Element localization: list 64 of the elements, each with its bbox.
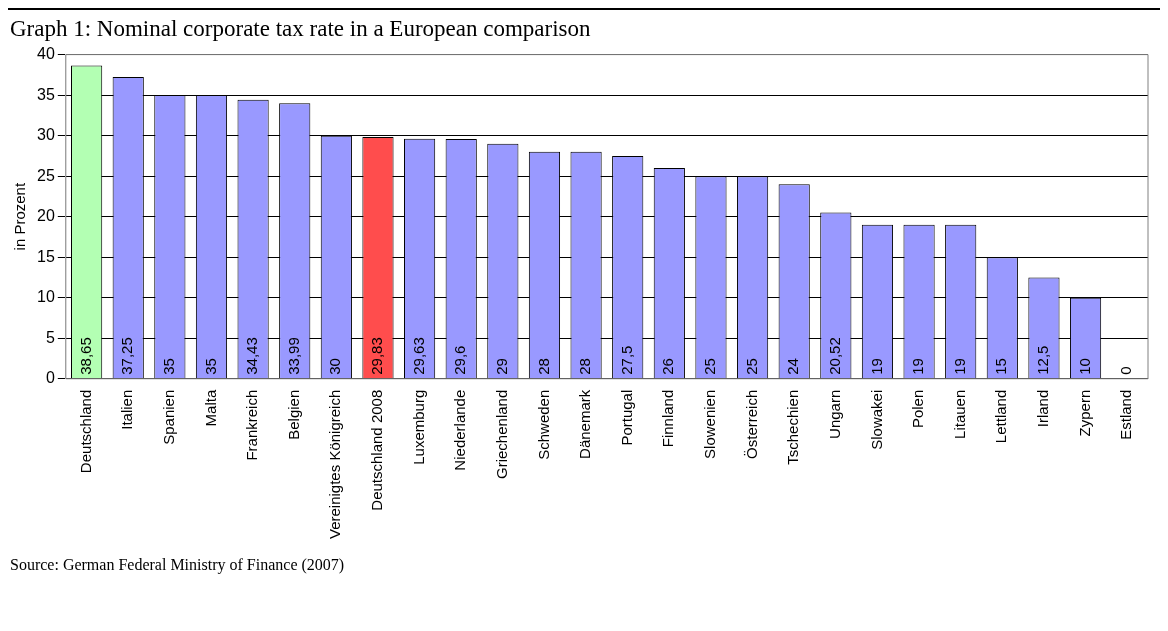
- data-label: 29,63: [409, 337, 427, 375]
- data-label: 12,5: [1034, 345, 1052, 375]
- x-tick-label: Portugal: [617, 389, 635, 446]
- source-note: Source: German Federal Ministry of Finance (2007): [9, 555, 346, 574]
- y-tick-label: 35: [37, 85, 55, 103]
- x-tick-label: Niederlande: [451, 389, 469, 471]
- x-tick-label: Italien: [118, 389, 136, 430]
- y-tick-label: 5: [45, 328, 55, 346]
- data-label: 29,83: [368, 337, 386, 375]
- y-tick-label: 40: [37, 45, 55, 63]
- data-label: 38,65: [76, 337, 94, 375]
- data-label: 35: [201, 358, 219, 375]
- x-tick-label: Vereinigtes Königreich: [326, 389, 344, 540]
- data-label: 0: [1117, 366, 1135, 375]
- data-label: 28: [576, 358, 594, 375]
- data-label: 33,99: [284, 337, 302, 375]
- data-label: 26: [659, 358, 677, 375]
- data-label: 25: [742, 358, 760, 375]
- x-tick-label: Estland: [1117, 389, 1135, 440]
- x-tick-label: Österreich: [742, 389, 760, 459]
- data-label: 37,25: [118, 337, 136, 375]
- data-label: 25: [701, 358, 719, 375]
- x-tick-label: Zypern: [1075, 389, 1093, 437]
- x-tick-label: Litauen: [950, 389, 968, 439]
- x-tick-label: Ungarn: [825, 389, 843, 439]
- data-label: 27,5: [617, 345, 635, 375]
- y-tick-label: 20: [37, 207, 55, 225]
- x-tick-label: Deutschland: [76, 389, 94, 474]
- x-tick-label: Slowenien: [701, 389, 719, 459]
- data-label: 34,43: [243, 337, 261, 375]
- data-label: 19: [867, 358, 885, 375]
- x-tick-label: Dänemark: [576, 389, 594, 459]
- data-label: 30: [326, 358, 344, 375]
- x-tick-label: Belgien: [284, 389, 302, 440]
- x-tick-label: Luxemburg: [409, 389, 427, 465]
- x-tick-label: Malta: [201, 389, 219, 427]
- x-tick-label: Griechenland: [492, 389, 510, 479]
- data-label: 29,6: [451, 345, 469, 375]
- data-label: 28: [534, 358, 552, 375]
- data-label: 19: [950, 358, 968, 375]
- y-tick-label: 30: [37, 126, 55, 144]
- x-tick-label: Deutschland 2008: [368, 389, 386, 511]
- y-tick-label: 10: [37, 288, 55, 306]
- x-tick-label: Tschechien: [784, 389, 802, 465]
- chart-title: Graph 1: Nominal corporate tax rate in a European comparison: [9, 15, 592, 42]
- data-label: 20,52: [825, 337, 843, 375]
- x-tick-label: Spanien: [160, 389, 177, 445]
- data-label: 35: [160, 358, 177, 375]
- y-tick-label: 15: [37, 247, 55, 265]
- x-tick-label: Polen: [909, 389, 927, 429]
- x-tick-label: Frankreich: [243, 389, 261, 461]
- x-tick-label: Lettland: [992, 389, 1010, 444]
- x-tick-label: Schweden: [534, 389, 552, 460]
- data-label: 10: [1075, 358, 1093, 375]
- x-tick-label: Irland: [1034, 389, 1052, 428]
- data-label: 19: [909, 358, 927, 375]
- x-tick-label: Slowakei: [867, 389, 885, 450]
- y-tick-label: 25: [37, 166, 55, 184]
- data-label: 29: [492, 358, 510, 375]
- data-label: 24: [784, 358, 802, 375]
- data-label: 15: [992, 358, 1010, 375]
- y-axis-title: in Prozent: [11, 182, 29, 251]
- y-tick-label: 0: [45, 369, 55, 387]
- x-tick-label: Finnland: [659, 389, 677, 448]
